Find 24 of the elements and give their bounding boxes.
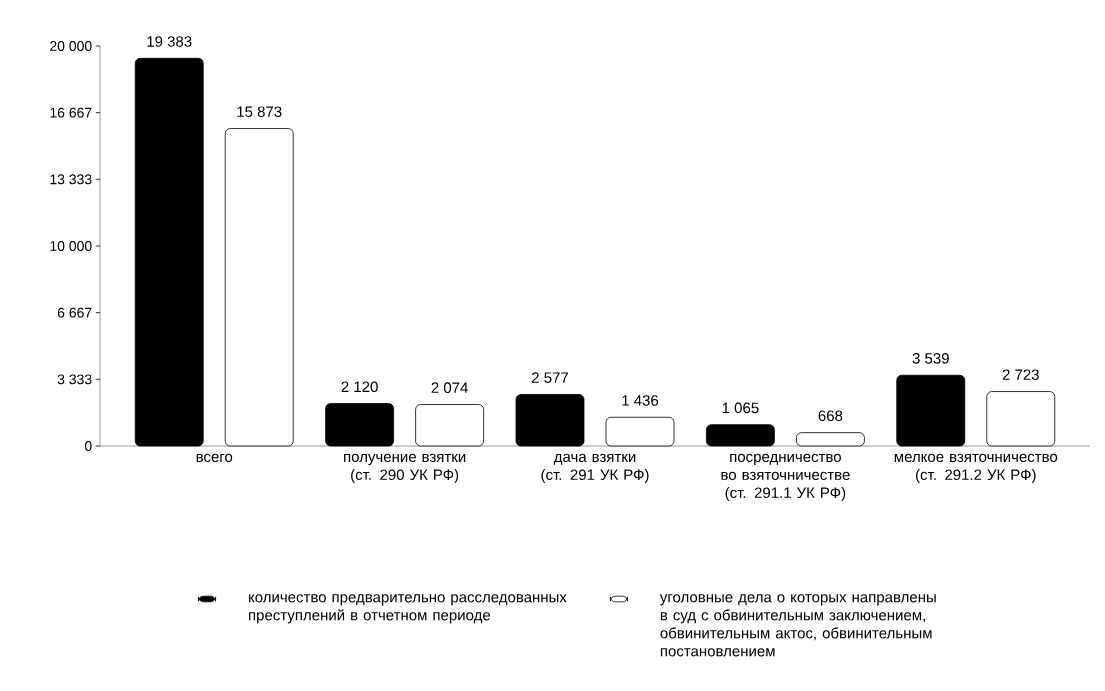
y-tick-label: 0	[84, 441, 92, 451]
y-tick-label: 13 333	[50, 174, 92, 185]
x-tick-label: дача взятки (ст. 291 УК РФ)	[541, 453, 649, 483]
data-label: 1 065	[722, 402, 759, 414]
x-tick-label: мелкое взяточничество (ст. 291.2 УК РФ)	[894, 453, 1058, 483]
data-label: 1 436	[622, 395, 659, 406]
data-label: 15 873	[237, 106, 282, 117]
data-label: 2 074	[431, 382, 468, 393]
data-label: 2 577	[531, 372, 568, 383]
y-tick-label: 3 333	[57, 374, 92, 385]
legend-label: количество предварительно расследованных преступлений в отчетном периоде	[249, 594, 567, 624]
x-tick-label: получение взятки (ст. 290 УК РФ)	[344, 453, 466, 483]
data-label: 3 539	[912, 353, 949, 364]
y-tick-label: 20 000	[50, 41, 92, 51]
y-tick-label: 16 667	[50, 107, 92, 118]
data-label: 2 723	[1002, 369, 1039, 380]
y-tick-label: 10 000	[50, 241, 92, 251]
x-tick-label: всего	[196, 453, 233, 463]
data-label: 2 120	[341, 381, 378, 393]
data-label: 668	[818, 410, 843, 422]
y-tick-label: 6 667	[57, 307, 92, 318]
legend-label: уголовные дела о которых направлены в суд с обвинительным заключением, обвинительным актос, обвинительным постановлением	[659, 594, 936, 657]
x-tick-label: посредничество во взяточничестве (ст. 291.1 УК РФ)	[721, 453, 850, 501]
data-label: 19 383	[147, 36, 192, 47]
